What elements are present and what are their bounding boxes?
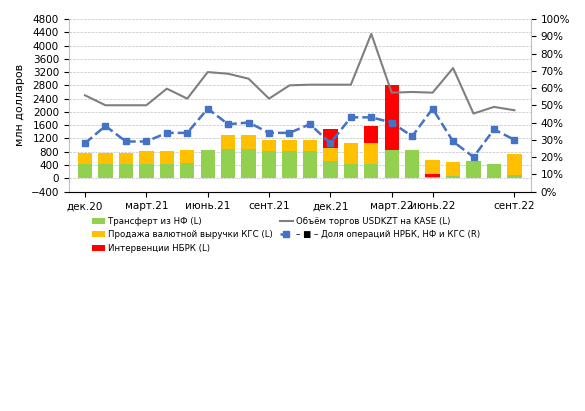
Bar xyxy=(139,151,153,164)
Bar xyxy=(324,148,338,161)
Bar xyxy=(160,164,174,178)
Bar xyxy=(425,159,440,174)
Bar xyxy=(343,143,358,164)
Bar xyxy=(221,149,235,178)
Bar xyxy=(425,174,440,177)
Bar xyxy=(324,129,338,161)
Bar xyxy=(343,161,358,164)
Bar xyxy=(201,150,215,178)
Bar xyxy=(507,175,522,178)
Bar xyxy=(425,174,440,178)
Y-axis label: млн долларов: млн долларов xyxy=(15,64,25,146)
Bar xyxy=(303,140,317,151)
Bar xyxy=(303,151,317,178)
Bar xyxy=(98,164,113,178)
Bar xyxy=(487,164,501,178)
Bar xyxy=(446,162,460,176)
Bar xyxy=(78,164,92,178)
Bar xyxy=(283,140,297,151)
Bar xyxy=(364,164,378,178)
Bar xyxy=(364,126,378,164)
Bar xyxy=(242,149,256,178)
Legend: Трансферт из НФ (L), Продажа валютной выручки КГС (L), Интервенции НБРК (L), Объ: Трансферт из НФ (L), Продажа валютной вы… xyxy=(88,214,484,256)
Bar xyxy=(180,150,194,163)
Bar xyxy=(78,153,92,164)
Bar xyxy=(119,164,133,178)
Bar xyxy=(180,163,194,178)
Bar xyxy=(405,150,419,178)
Bar xyxy=(119,153,133,164)
Bar xyxy=(384,85,399,150)
Bar xyxy=(364,143,378,164)
Bar xyxy=(139,164,153,178)
Bar xyxy=(446,176,460,178)
Bar xyxy=(160,151,174,164)
Bar xyxy=(283,151,297,178)
Bar xyxy=(425,174,440,177)
Bar xyxy=(98,153,113,164)
Bar xyxy=(466,161,481,178)
Bar xyxy=(507,154,522,175)
Bar xyxy=(343,164,358,178)
Bar xyxy=(262,140,276,151)
Bar xyxy=(384,150,399,178)
Bar xyxy=(262,151,276,178)
Bar xyxy=(242,136,256,149)
Bar xyxy=(324,161,338,178)
Bar xyxy=(221,136,235,149)
